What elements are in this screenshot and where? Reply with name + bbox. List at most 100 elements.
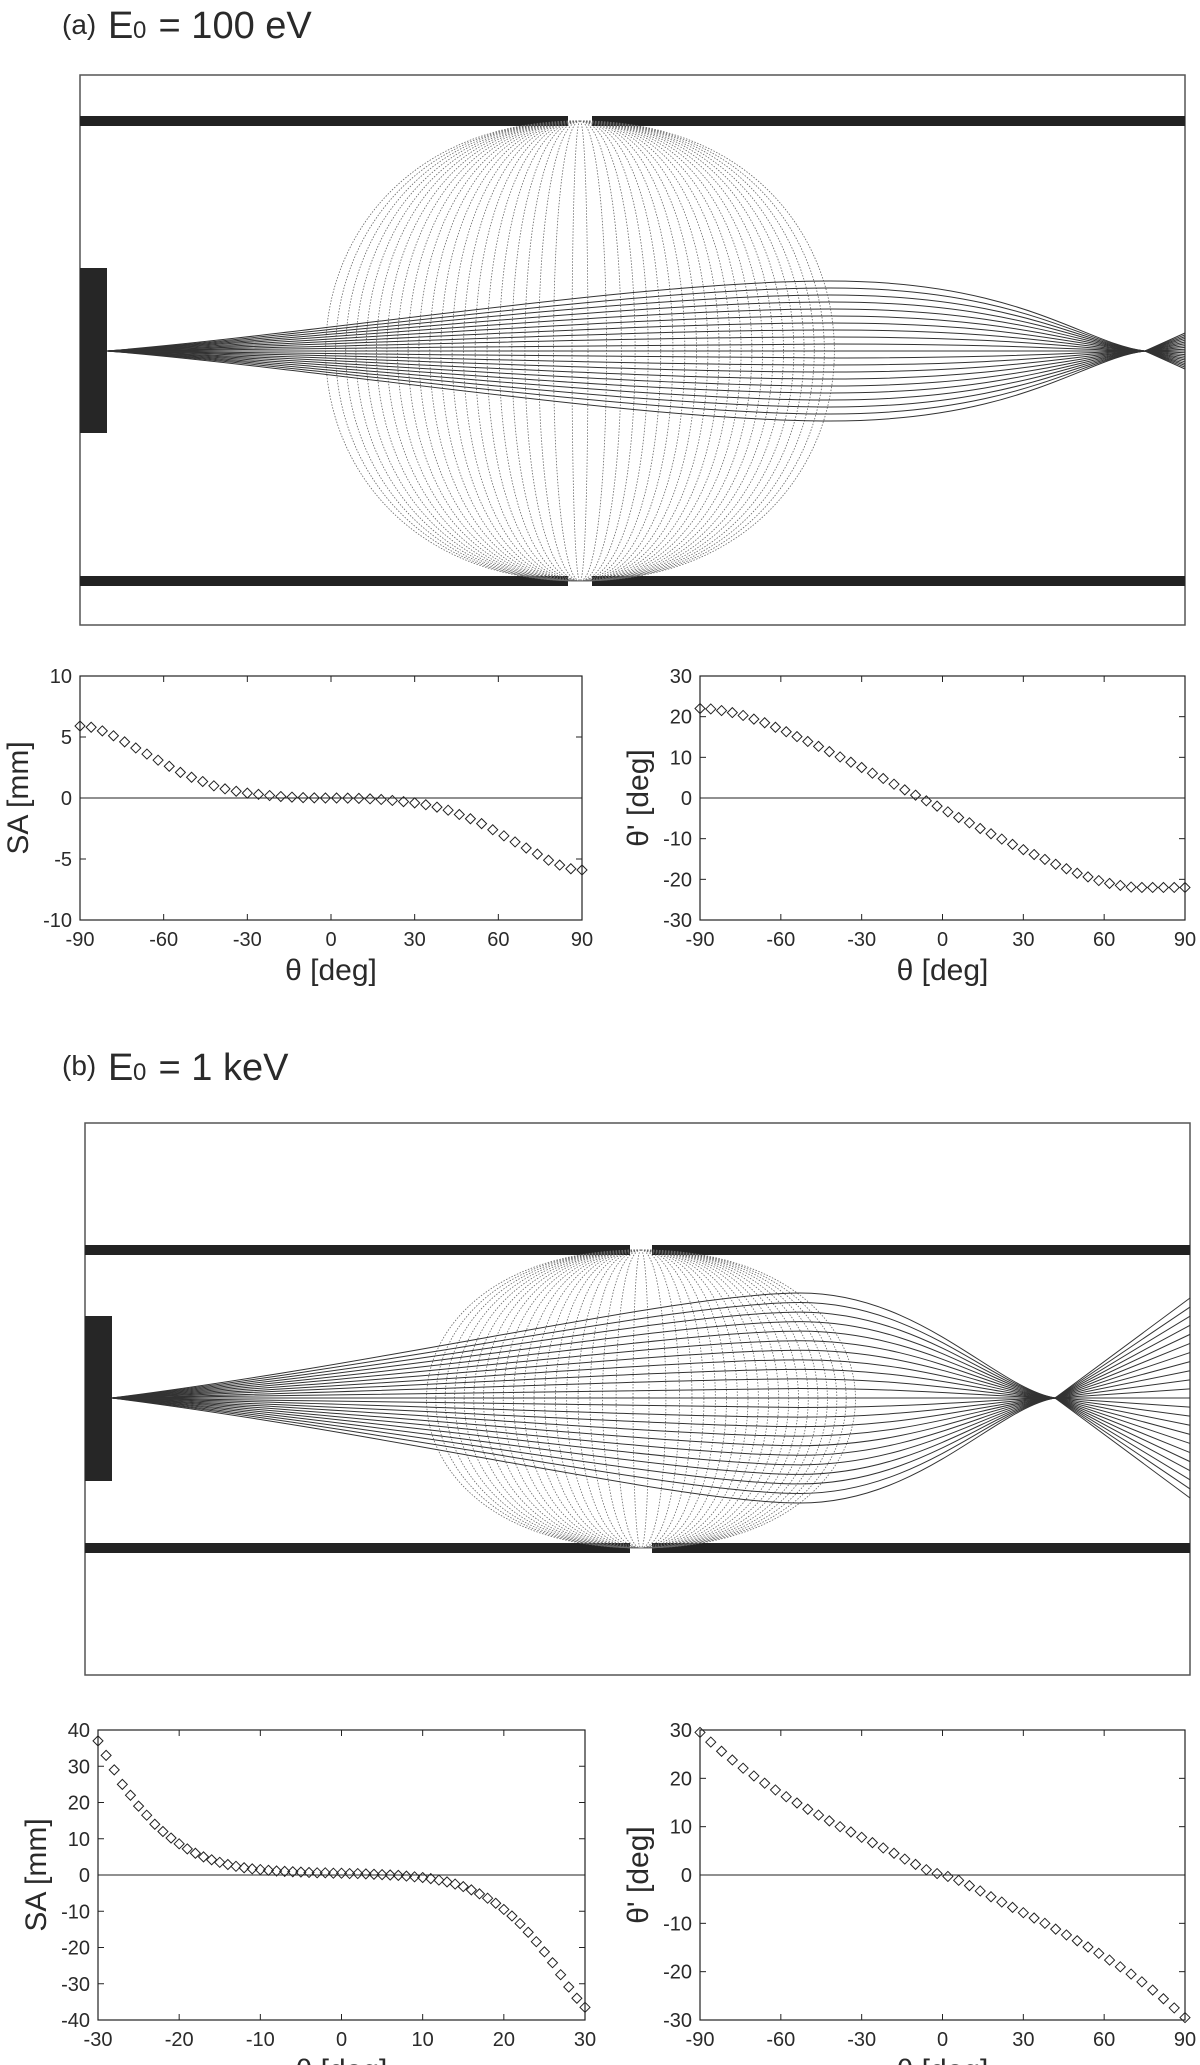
y-tick-label: -30 (663, 910, 692, 932)
data-point (866, 1836, 879, 1849)
y-tick-label: 0 (681, 1865, 692, 1887)
data-point (888, 1847, 900, 1859)
data-point (834, 1820, 846, 1833)
y-tick-label: 30 (670, 666, 692, 688)
data-point (214, 1856, 226, 1869)
lens-a-top-electrode-left (80, 116, 568, 126)
equipotential-line (435, 1249, 847, 1549)
electron-ray (106, 350, 1186, 387)
y-tick-label: 10 (68, 1829, 90, 1851)
equipotential-line (571, 120, 589, 582)
x-axis-label: θ [deg] (285, 954, 377, 987)
data-point (1017, 1906, 1030, 1919)
lens-a-rays (106, 280, 1186, 422)
data-point (197, 775, 209, 788)
data-point (473, 1888, 486, 1900)
electron-ray (111, 1292, 1191, 1399)
x-tick-label: -60 (149, 929, 178, 951)
lens-a-source (80, 268, 107, 433)
y-axis-label: θ' [deg] (622, 749, 655, 846)
electron-ray (111, 1302, 1191, 1399)
data-point (165, 1832, 177, 1844)
data-point (360, 1868, 372, 1880)
data-point (1093, 874, 1105, 887)
data-point (1168, 881, 1180, 894)
y-tick-label: 10 (670, 747, 692, 769)
data-point (124, 1789, 137, 1801)
data-point (295, 1866, 307, 1878)
electron-ray (111, 1397, 1191, 1437)
data-point (920, 1863, 933, 1876)
data-point (92, 1735, 104, 1747)
data-point (737, 709, 749, 722)
data-point (1028, 848, 1040, 861)
panel-a-tag: (a) (62, 9, 96, 40)
data-point (400, 1870, 413, 1882)
x-axis-label: θ [deg] (897, 954, 989, 987)
data-point (1114, 1961, 1127, 1973)
data-point (855, 1831, 868, 1844)
x-tick-label: -30 (847, 929, 876, 951)
data-point (579, 2001, 591, 2014)
electron-ray (106, 350, 1186, 422)
electron-ray (111, 1321, 1191, 1399)
equipotential-line (386, 120, 774, 582)
data-point (1071, 867, 1083, 879)
data-point (498, 1903, 510, 1916)
data-point (1168, 2002, 1180, 2014)
panel-b-energy-subscript: 0 (133, 1059, 146, 1086)
x-tick-label: -30 (233, 929, 262, 951)
equipotential-line (493, 1249, 789, 1549)
electron-ray (106, 350, 1186, 394)
data-point (108, 1764, 120, 1776)
x-tick-label: 30 (404, 929, 426, 951)
data-point (152, 754, 164, 766)
x-tick-label: -90 (686, 929, 715, 951)
lens-b-bottom-electrode-left (85, 1543, 630, 1553)
x-axis-label: θ [deg] (296, 2054, 388, 2065)
electron-ray (111, 1397, 1191, 1466)
data-point (85, 721, 97, 733)
data-point (996, 1896, 1008, 1908)
y-tick-label: -20 (61, 1938, 90, 1960)
equipotential-line (444, 1249, 838, 1549)
data-point (705, 703, 717, 715)
data-point (530, 1935, 543, 1948)
data-point (522, 1926, 534, 1938)
data-point (780, 1790, 792, 1803)
data-point (952, 1874, 965, 1887)
electron-ray (106, 301, 1186, 352)
data-point (185, 771, 198, 783)
y-tick-label: -30 (663, 2010, 692, 2032)
data-point (219, 783, 231, 795)
data-point (107, 730, 120, 742)
data-point (974, 822, 986, 835)
data-point (330, 792, 343, 804)
data-point (319, 1867, 331, 1879)
electron-ray (111, 1397, 1191, 1456)
data-point (238, 1862, 250, 1874)
data-point (327, 1867, 340, 1879)
lens-b-top-electrode-left (85, 1245, 630, 1255)
data-point (758, 717, 771, 729)
y-tick-label: -30 (61, 1974, 90, 1996)
lens-a-top-electrode-right (592, 116, 1185, 126)
lens-b-bottom-electrode-right (652, 1543, 1190, 1553)
x-tick-label: -60 (766, 929, 795, 951)
x-tick-label: -30 (847, 2029, 876, 2051)
electron-ray (111, 1397, 1191, 1447)
y-tick-label: 0 (79, 1865, 90, 1887)
data-point (866, 767, 879, 779)
data-point (1039, 1917, 1051, 1930)
data-point (490, 1897, 502, 1909)
data-point (899, 1853, 911, 1865)
data-point (208, 780, 220, 792)
data-point (1028, 1912, 1040, 1924)
electron-ray (106, 308, 1186, 352)
data-point (465, 1884, 478, 1896)
equipotential-line (473, 1249, 809, 1549)
x-tick-label: 30 (574, 2029, 596, 2051)
electron-ray (111, 1340, 1191, 1399)
lens-a-frame (79, 74, 1186, 626)
equipotential-line (589, 1249, 693, 1549)
